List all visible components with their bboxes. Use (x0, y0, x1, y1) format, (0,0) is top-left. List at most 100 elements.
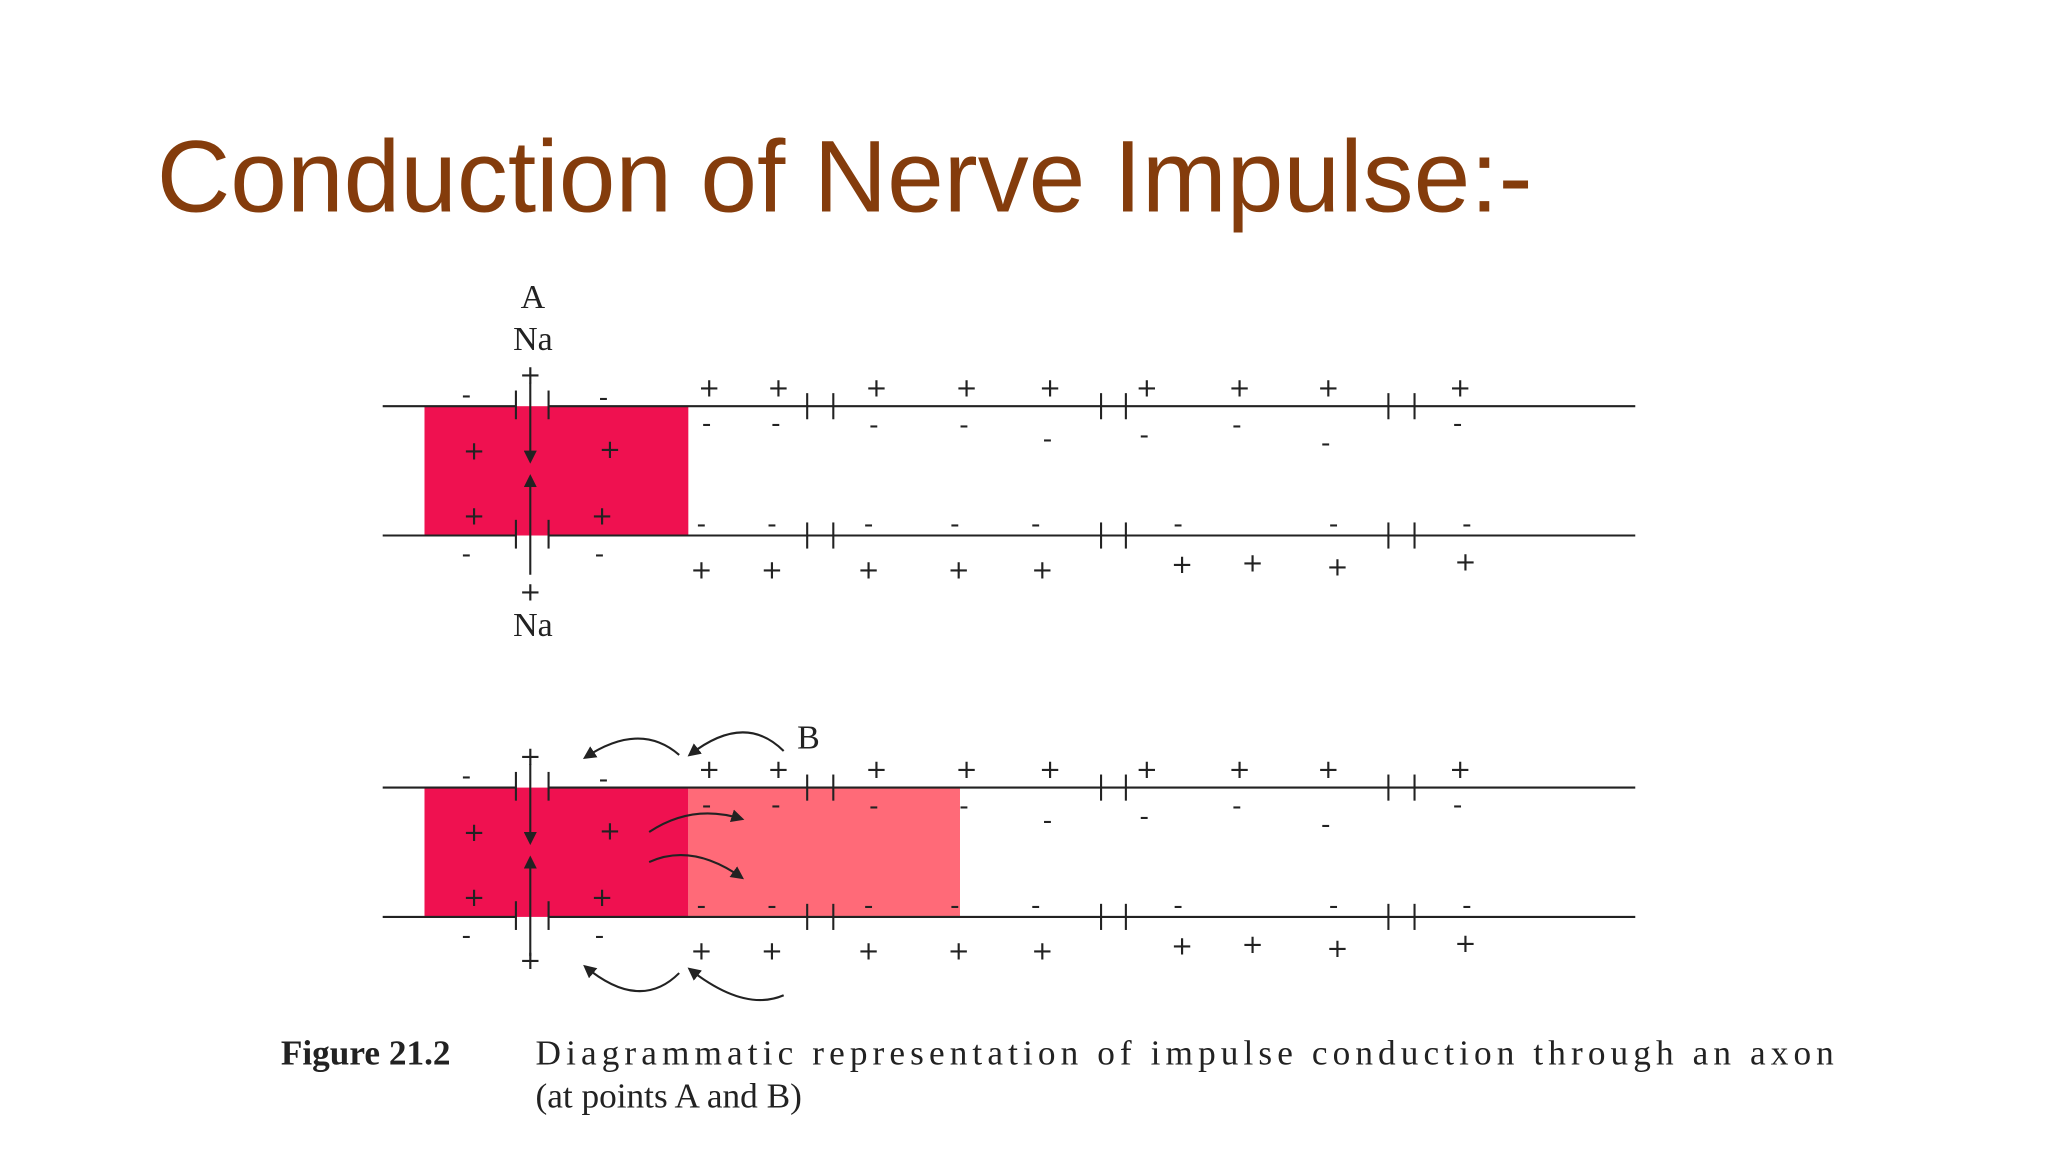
charge-sign: + (1171, 550, 1193, 580)
charge-sign: - (697, 510, 706, 540)
charge-sign: + (690, 937, 712, 967)
charge-sign: + (1327, 553, 1349, 583)
charge-sign: - (950, 510, 959, 540)
charge-sign: - (702, 790, 711, 820)
charge-sign: - (1173, 510, 1182, 540)
label-na: Na (513, 321, 553, 358)
charge-sign: + (1229, 755, 1251, 785)
label-b: B (797, 719, 820, 756)
charge-sign: + (1031, 937, 1053, 967)
charge-sign: + (956, 374, 978, 404)
charge-sign: + (1317, 374, 1339, 404)
charge-sign: + (519, 946, 541, 976)
charge-sign: + (1455, 929, 1477, 959)
charge-sign: + (768, 374, 790, 404)
charge-sign: - (462, 921, 471, 951)
charge-sign: + (865, 755, 887, 785)
charge-sign: - (1329, 891, 1338, 921)
charge-sign: - (767, 510, 776, 540)
charge-sign: - (959, 410, 968, 440)
caption-text: Diagrammatic representation of impulse c… (536, 1033, 1835, 1072)
charge-sign: - (1232, 792, 1241, 822)
label-a: A (521, 279, 546, 316)
charge-sign: - (1173, 891, 1182, 921)
charge-sign: + (956, 755, 978, 785)
charge-sign: + (1449, 755, 1471, 785)
charge-sign: + (1136, 755, 1158, 785)
charge-sign: + (761, 937, 783, 967)
charge-sign: - (1031, 891, 1040, 921)
charge-sign: - (1453, 409, 1462, 439)
charge-sign: + (761, 555, 783, 585)
charge-sign: - (595, 540, 604, 570)
charge-sign: - (462, 540, 471, 570)
charge-sign: - (1321, 810, 1330, 840)
charge-sign: + (1327, 934, 1349, 964)
charge-sign: - (869, 410, 878, 440)
charge-sign: - (462, 380, 471, 410)
spreading-region (688, 787, 960, 917)
depolarized-region (424, 406, 689, 536)
charge-sign: - (599, 764, 608, 794)
charge-sign: + (1039, 755, 1061, 785)
caption-label: Figure 21.2 (281, 1033, 451, 1072)
charge-sign: + (948, 937, 970, 967)
charge-sign: + (519, 742, 541, 772)
current-arrow (648, 854, 745, 880)
charge-sign: - (1453, 790, 1462, 820)
charge-sign: + (1039, 374, 1061, 404)
charge-sign: + (1242, 549, 1264, 579)
charge-sign: + (591, 883, 613, 913)
charge-sign: + (1171, 931, 1193, 961)
depolarized-region (424, 787, 689, 917)
charge-sign: - (1031, 510, 1040, 540)
charge-sign: + (858, 937, 880, 967)
charge-sign: + (1449, 374, 1471, 404)
charge-sign: - (1139, 802, 1148, 832)
charge-sign: - (864, 891, 873, 921)
charge-sign: - (1043, 425, 1052, 455)
current-arrow (648, 809, 745, 833)
charge-sign: + (519, 577, 541, 607)
charge-sign: - (950, 891, 959, 921)
charge-sign: + (1031, 555, 1053, 585)
charge-sign: - (771, 790, 780, 820)
charge-sign: + (519, 361, 541, 391)
charge-sign: + (690, 555, 712, 585)
caption-text: (at points A and B) (536, 1077, 802, 1116)
charge-sign: - (1462, 510, 1471, 540)
charge-sign: + (463, 436, 485, 466)
current-arrow (687, 967, 785, 1002)
charge-sign: + (591, 502, 613, 532)
charge-sign: + (1455, 547, 1477, 577)
charge-sign: - (767, 891, 776, 921)
charge-sign: + (463, 818, 485, 848)
charge-sign: + (599, 435, 621, 465)
charge-sign: - (1321, 429, 1330, 459)
charge-sign: - (697, 891, 706, 921)
charge-sign: - (869, 792, 878, 822)
charge-sign: + (1136, 374, 1158, 404)
charge-sign: - (702, 409, 711, 439)
label-na: Na (513, 607, 553, 644)
diagram: A Na Na B + + - - + + + + - - + - + - + - + - + - + - + - + - + - + +… (382, 279, 1636, 1002)
charge-sign: - (959, 792, 968, 822)
charge-sign: + (463, 502, 485, 532)
slide-title: Conduction of Nerve Impulse:- (157, 120, 1533, 234)
charge-sign: - (595, 921, 604, 951)
charge-sign: + (1242, 930, 1264, 960)
charge-sign: - (599, 383, 608, 413)
current-arrow (583, 964, 680, 993)
current-arrow (582, 737, 680, 759)
charge-sign: - (771, 409, 780, 439)
charge-sign: + (858, 555, 880, 585)
charge-sign: - (1232, 410, 1241, 440)
charge-sign: + (1229, 374, 1251, 404)
charge-sign: + (865, 374, 887, 404)
charge-sign: + (599, 817, 621, 847)
charge-sign: + (698, 374, 720, 404)
charge-sign: - (1329, 510, 1338, 540)
charge-sign: + (948, 555, 970, 585)
charge-sign: + (698, 755, 720, 785)
